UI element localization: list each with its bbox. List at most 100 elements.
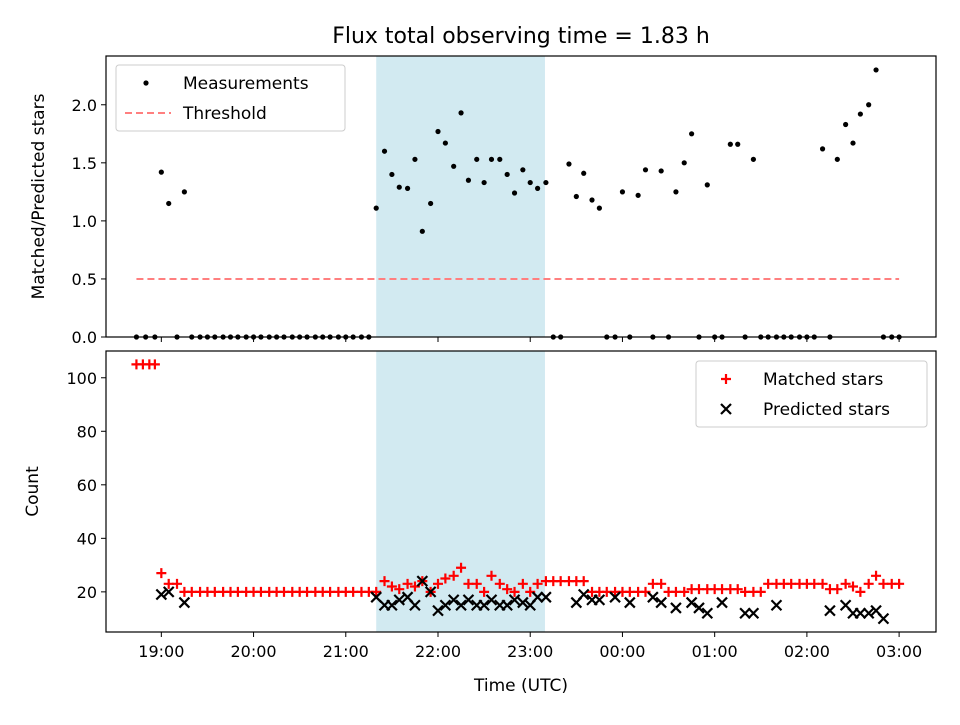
x-tick-label: 01:00 — [692, 642, 738, 661]
bottom-plus-point — [517, 578, 528, 589]
top-dot-point — [465, 177, 472, 183]
bottom-x-point — [439, 599, 452, 612]
bottom-y-tick-label: 100 — [66, 369, 97, 388]
top-y-tick-label: 0.5 — [72, 270, 97, 289]
top-dot-point — [735, 141, 741, 147]
top-dot-point — [850, 140, 856, 146]
x-tick-label: 03:00 — [876, 642, 922, 661]
top-dot-point — [857, 111, 863, 117]
bottom-x-point — [409, 599, 421, 612]
x-axis-label: Time (UTC) — [473, 676, 568, 696]
bottom-x-point — [693, 602, 705, 614]
top-dot-point — [704, 182, 710, 188]
bottom-legend-box — [695, 360, 928, 428]
bottom-x-point — [155, 588, 168, 601]
top-dot-point — [412, 156, 418, 162]
bottom-plus-point — [832, 584, 843, 595]
bottom-y-tick-label: 80 — [77, 422, 97, 441]
top-legend-marker — [143, 80, 149, 86]
x-tick-label: 23:00 — [507, 642, 553, 661]
top-dot-point — [488, 156, 495, 162]
bottom-panel: 19:00 20:00 21:00 22:00 23:00 00:00 01:00 02:00… — [23, 350, 937, 661]
top-axes-frame — [105, 55, 937, 338]
bottom-plus-point — [679, 586, 690, 597]
bottom-plus-point — [855, 586, 866, 597]
x-tick-label: 02:00 — [784, 642, 830, 661]
bottom-x-point — [531, 591, 544, 603]
bottom-x-point — [670, 602, 682, 614]
bottom-x-point — [455, 599, 467, 612]
bottom-legend: Matched stars Predicted stars — [695, 360, 928, 428]
bottom-plus-point — [440, 573, 451, 584]
bottom-plus-point — [394, 584, 405, 595]
bottom-plus-point — [732, 584, 743, 595]
bottom-x-point — [416, 575, 429, 587]
bottom-x-point — [747, 607, 760, 620]
top-dot-point — [458, 110, 464, 116]
bottom-plus-point — [502, 584, 513, 595]
bottom-plus-point — [494, 578, 505, 589]
bottom-plus-point — [479, 586, 490, 597]
bottom-legend-marker — [720, 403, 732, 415]
top-series-measurements — [133, 67, 902, 340]
bottom-x-point — [854, 607, 867, 620]
bottom-x-point — [862, 607, 875, 620]
top-dot-point — [419, 228, 425, 234]
bottom-axes-frame — [105, 350, 937, 633]
top-dot-point — [581, 170, 587, 176]
bottom-plus-point — [386, 581, 397, 592]
top-y-tick-label: 1.5 — [72, 154, 97, 173]
bottom-x-point — [655, 596, 667, 609]
top-dot-point — [451, 163, 457, 169]
bottom-x-point — [647, 591, 659, 603]
bottom-y-tick-label: 60 — [77, 476, 97, 495]
bottom-x-point — [517, 596, 529, 609]
top-dot-point — [689, 131, 695, 137]
top-y-tick-label: 2.0 — [72, 96, 97, 115]
top-dot-point — [520, 167, 526, 173]
top-legend: Measurements Threshold — [115, 64, 346, 132]
bottom-plus-point — [172, 578, 183, 589]
bottom-x-point — [716, 596, 728, 609]
top-dot-point — [181, 189, 187, 195]
top-dot-point — [381, 148, 388, 154]
top-dot-point — [873, 67, 879, 73]
bottom-x-point — [508, 594, 521, 606]
top-dot-point — [543, 179, 549, 186]
top-dot-point — [158, 169, 164, 175]
bottom-legend-label: Predicted stars — [763, 400, 890, 420]
bottom-x-point — [877, 612, 890, 625]
bottom-x-point — [540, 591, 552, 603]
bottom-x-point — [462, 594, 475, 606]
bottom-observing-window — [376, 351, 545, 632]
bottom-plus-point — [456, 562, 467, 573]
bottom-plus-point — [863, 578, 874, 589]
bottom-x-point — [739, 607, 751, 620]
bottom-plus-point — [755, 586, 766, 597]
top-dot-point — [535, 185, 541, 191]
top-dot-point — [404, 185, 411, 191]
bottom-series-predicted-stars — [155, 575, 890, 625]
bottom-plus-point — [871, 570, 882, 581]
bottom-plus-point — [656, 578, 667, 589]
top-dot-point — [566, 161, 572, 167]
top-dot-point — [527, 179, 533, 186]
bottom-plus-point — [448, 570, 459, 581]
top-dot-point — [481, 179, 487, 186]
top-y-tick-label: 1.0 — [72, 212, 97, 231]
top-dot-point — [642, 167, 649, 173]
bottom-legend-label: Matched stars — [763, 370, 883, 390]
bottom-plus-point — [486, 570, 497, 581]
x-tick-label: 20:00 — [231, 642, 277, 661]
top-dot-point — [442, 140, 448, 146]
top-dot-point — [511, 190, 518, 196]
x-tick-label: 19:00 — [138, 642, 184, 661]
bottom-plus-point — [509, 586, 520, 597]
bottom-y-axis-label: Count — [23, 466, 43, 517]
top-dot-point — [596, 205, 602, 211]
bottom-x-point — [701, 607, 714, 620]
bottom-x-point — [386, 599, 398, 612]
bottom-x-point — [770, 599, 783, 612]
